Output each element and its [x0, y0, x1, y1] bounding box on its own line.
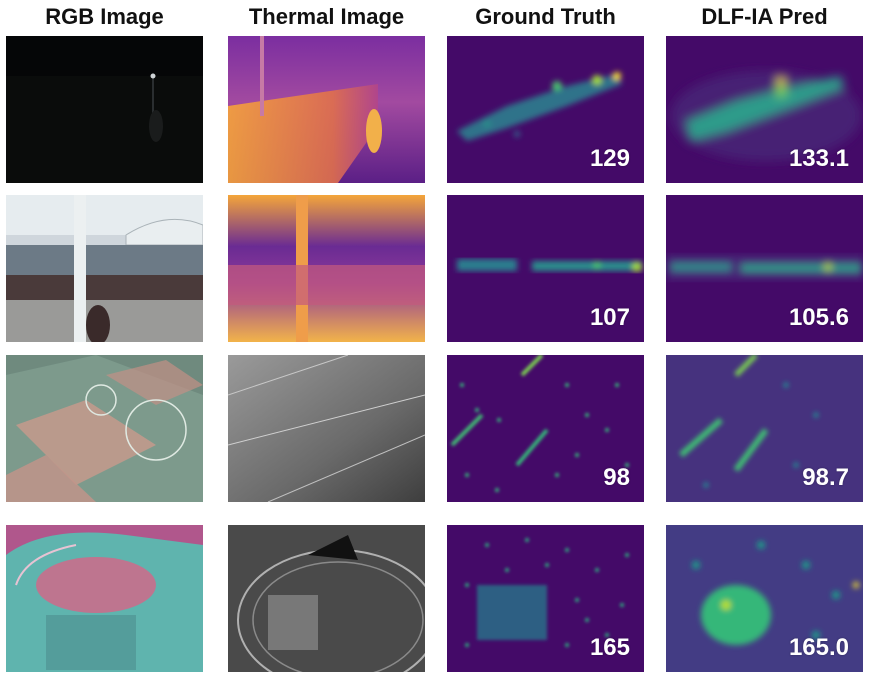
- prediction-density-row-4: 165.0: [666, 525, 863, 672]
- prediction-count-row-2: 105.6: [788, 304, 849, 331]
- rgb-image-row-3: [6, 355, 203, 502]
- thermal-image-row-1: [228, 36, 425, 183]
- ground-truth-density-row-4: 165: [447, 525, 644, 672]
- prediction-density-row-2: 105.6: [666, 195, 863, 342]
- prediction-count-row-3: 98.7: [802, 464, 849, 491]
- prediction-density-row-1: 133.1: [666, 36, 863, 183]
- ground-truth-density-row-2: 107: [447, 195, 644, 342]
- ground-truth-count-row-1: 129: [589, 145, 630, 172]
- thermal-image-row-3: [228, 355, 425, 502]
- header-dlf-ia-pred: DLF-IA Pred: [701, 4, 828, 29]
- thermal-image-row-2: [228, 195, 425, 342]
- header-ground-truth: Ground Truth: [475, 4, 616, 29]
- rgb-image-row-4: [6, 525, 203, 672]
- ground-truth-count-row-2: 107: [589, 304, 630, 331]
- header-rgb-image: RGB Image: [45, 4, 164, 29]
- prediction-density-row-3: 98.7: [666, 355, 863, 502]
- thermal-image-row-4: [228, 525, 425, 672]
- prediction-count-row-4: 165.0: [788, 634, 849, 661]
- ground-truth-density-row-1: 129: [447, 36, 644, 183]
- prediction-count-row-1: 133.1: [788, 145, 849, 172]
- rgb-image-row-2: [6, 195, 203, 342]
- ground-truth-density-row-3: 98: [447, 355, 644, 502]
- header-thermal-image: Thermal Image: [248, 4, 405, 29]
- ground-truth-count-row-3: 98: [603, 464, 630, 491]
- rgb-image-row-1: [6, 36, 203, 183]
- ground-truth-count-row-4: 165: [589, 634, 630, 661]
